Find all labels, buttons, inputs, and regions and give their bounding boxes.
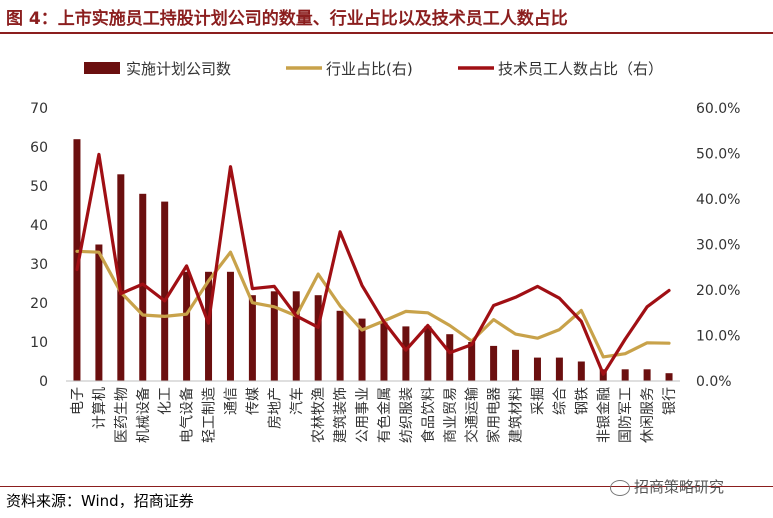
y-right-tick-label: 30.0% bbox=[696, 238, 740, 254]
y-left-tick-label: 20 bbox=[30, 296, 48, 312]
tech-staff-share-line bbox=[75, 152, 671, 376]
line-series bbox=[75, 152, 671, 376]
bar-轻工制造 bbox=[205, 271, 213, 381]
x-tick-label: 有色金属 bbox=[376, 387, 393, 443]
bottom-rule bbox=[0, 486, 773, 487]
y-left-tick-label: 60 bbox=[30, 140, 48, 156]
bar-休闲服务 bbox=[643, 369, 651, 381]
x-tick-label: 农林牧渔 bbox=[311, 387, 327, 443]
bar-国防军工 bbox=[621, 369, 629, 381]
x-tick-label: 电气设备 bbox=[179, 387, 196, 443]
x-tick-label: 计算机 bbox=[92, 387, 108, 429]
x-tick-label: 休闲服务 bbox=[640, 387, 656, 443]
bar-化工 bbox=[161, 201, 169, 381]
x-tick-label: 交通运输 bbox=[464, 387, 481, 443]
bar-通信 bbox=[226, 271, 234, 381]
title-rule bbox=[0, 32, 773, 34]
bar-series bbox=[73, 139, 673, 381]
bar-传媒 bbox=[248, 295, 256, 381]
bar-有色金属 bbox=[380, 322, 388, 381]
axes: 0 10 20 30 40 50 60 70 0.0% 10.0% 20.0% 30.0% 40.0% 5… bbox=[30, 101, 740, 443]
bar-家用电器 bbox=[490, 345, 498, 381]
bar-农林牧渔 bbox=[314, 295, 322, 381]
y-right-tick-label: 10.0% bbox=[696, 329, 740, 345]
x-tick-label: 传媒 bbox=[245, 387, 261, 415]
legend-swatch-bar bbox=[84, 62, 120, 74]
bar-汽车 bbox=[292, 291, 300, 381]
y-right-tick-label: 40.0% bbox=[696, 192, 740, 208]
x-tick-label: 轻工制造 bbox=[202, 387, 218, 443]
industry-share-line bbox=[75, 249, 671, 359]
x-tick-label: 钢铁 bbox=[574, 387, 590, 415]
bar-银行 bbox=[665, 373, 673, 381]
bar-计算机 bbox=[95, 244, 103, 381]
y-left-tick-label: 50 bbox=[30, 179, 48, 195]
bar-电子 bbox=[73, 139, 81, 381]
bar-食品饮料 bbox=[424, 326, 432, 381]
y-left-tick-label: 10 bbox=[30, 335, 48, 351]
bar-机械设备 bbox=[139, 193, 147, 381]
bar-纺织服装 bbox=[402, 326, 410, 381]
chart-legend: 实施计划公司数 行业占比(右) 技术员工人数占比（右） bbox=[84, 60, 663, 78]
x-tick-label: 通信 bbox=[223, 387, 239, 415]
combo-chart: 实施计划公司数 行业占比(右) 技术员工人数占比（右） 0 10 20 30 40 50 60 7… bbox=[30, 60, 740, 443]
bar-采掘 bbox=[533, 357, 541, 381]
y-left-tick-label: 0 bbox=[39, 374, 48, 390]
y-left-tick-label: 40 bbox=[30, 218, 48, 234]
bar-房地产 bbox=[270, 291, 278, 381]
source-note: 资料来源：Wind，招商证券 bbox=[6, 492, 194, 510]
bar-钢铁 bbox=[577, 361, 585, 381]
y-right-tick-label: 50.0% bbox=[696, 147, 740, 163]
bar-建筑材料 bbox=[512, 349, 520, 381]
legend-label-tech: 技术员工人数占比（右） bbox=[498, 60, 663, 78]
bar-商业贸易 bbox=[446, 334, 454, 381]
wechat-icon bbox=[610, 479, 630, 496]
y-left-tick-label: 30 bbox=[30, 257, 48, 273]
x-tick-label: 机械设备 bbox=[135, 387, 152, 443]
x-tick-label: 综合 bbox=[552, 387, 568, 415]
bar-建筑装饰 bbox=[336, 310, 344, 381]
x-tick-label: 电子 bbox=[70, 387, 86, 415]
y-right-tick-label: 20.0% bbox=[696, 283, 740, 299]
watermark-text: 招商策略研究 bbox=[634, 478, 725, 496]
x-tick-label: 汽车 bbox=[288, 387, 305, 415]
legend-label-industry: 行业占比(右) bbox=[326, 60, 413, 78]
x-tick-label: 非银金融 bbox=[596, 387, 612, 443]
x-tick-label: 食品饮料 bbox=[420, 387, 437, 443]
y-right-tick-label: 60.0% bbox=[696, 101, 740, 117]
x-tick-label: 建筑装饰 bbox=[333, 387, 349, 443]
bar-交通运输 bbox=[468, 342, 476, 381]
x-tick-label: 公用事业 bbox=[355, 387, 371, 443]
watermark: 招商策略研究 bbox=[610, 476, 724, 497]
bar-公用事业 bbox=[358, 318, 366, 381]
x-tick-label: 建筑材料 bbox=[509, 387, 525, 443]
x-tick-label: 商业贸易 bbox=[443, 387, 459, 443]
x-tick-label: 采掘 bbox=[530, 387, 546, 415]
y-left-tick-label: 70 bbox=[30, 101, 48, 117]
bar-综合 bbox=[555, 357, 563, 381]
figure-title: 图 4：上市实施员工持股计划公司的数量、行业占比以及技术员工人数占比 bbox=[6, 9, 568, 29]
x-tick-label: 家用电器 bbox=[486, 387, 503, 443]
y-right-tick-label: 0.0% bbox=[696, 374, 732, 390]
x-tick-label: 国防军工 bbox=[618, 387, 634, 443]
x-tick-label: 房地产 bbox=[267, 387, 283, 429]
x-tick-label: 化工 bbox=[158, 387, 174, 415]
x-tick-label: 医药生物 bbox=[114, 387, 130, 443]
x-tick-label: 纺织服装 bbox=[399, 387, 415, 443]
legend-label-bar: 实施计划公司数 bbox=[126, 60, 231, 78]
x-tick-label: 银行 bbox=[662, 387, 678, 415]
bar-电气设备 bbox=[183, 271, 191, 381]
bar-医药生物 bbox=[117, 174, 125, 381]
